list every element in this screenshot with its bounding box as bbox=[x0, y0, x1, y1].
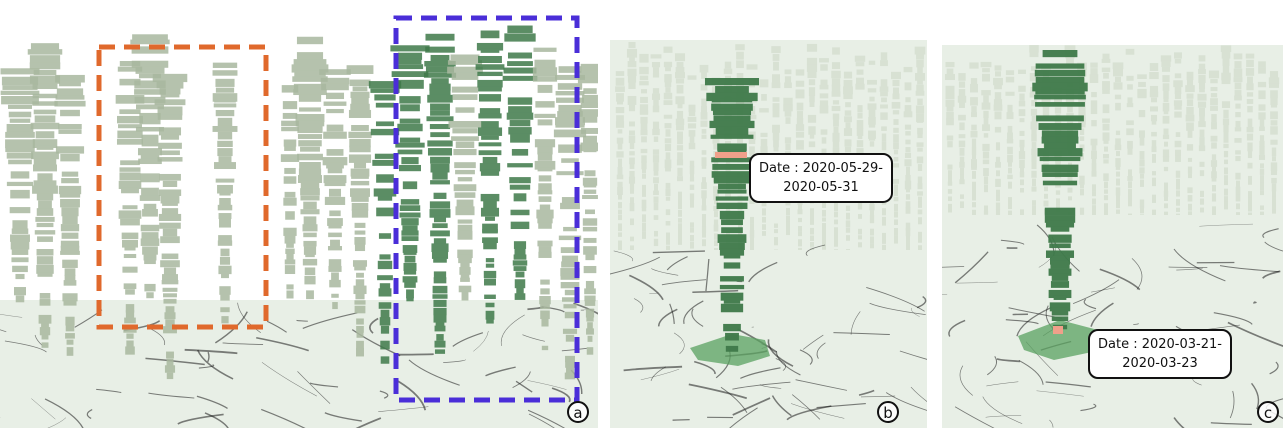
panel-b-scene[interactable] bbox=[610, 0, 927, 428]
background-column bbox=[969, 62, 979, 216]
bar-column bbox=[532, 47, 558, 351]
background-column bbox=[1268, 71, 1280, 240]
panel-label-c: c bbox=[1257, 401, 1279, 423]
bar-column bbox=[152, 73, 188, 380]
background-column bbox=[854, 55, 866, 248]
bar-column bbox=[291, 36, 329, 300]
tooltip-c-line1: Date : 2020-03-21- bbox=[1098, 337, 1222, 352]
background-column bbox=[890, 71, 902, 244]
bar-column bbox=[27, 43, 63, 348]
background-column bbox=[1160, 55, 1172, 217]
bar-column bbox=[390, 45, 430, 302]
bar-column bbox=[577, 63, 598, 355]
panel-a-overview: a bbox=[0, 0, 598, 428]
background-column bbox=[1112, 62, 1124, 214]
background-column bbox=[914, 46, 926, 263]
panel-label-b: b bbox=[877, 401, 899, 423]
bar-column bbox=[54, 74, 86, 356]
selected-time-band-b bbox=[715, 152, 747, 158]
background-column bbox=[674, 53, 686, 245]
panel-c-detail: Date : 2020-03-21- 2020-03-23 c bbox=[942, 0, 1283, 428]
background-column bbox=[1208, 70, 1220, 217]
map-ground bbox=[610, 250, 927, 428]
background-column bbox=[663, 46, 673, 267]
bar-column bbox=[115, 60, 145, 355]
background-column bbox=[957, 73, 967, 226]
bar-column bbox=[423, 33, 457, 354]
bar-column bbox=[447, 54, 483, 301]
background-column bbox=[1089, 62, 1099, 217]
selected-column-c bbox=[1032, 50, 1088, 330]
selected-time-band-c bbox=[1053, 326, 1063, 334]
panel-a-scene[interactable] bbox=[0, 0, 598, 428]
background-column bbox=[1005, 70, 1015, 224]
selected-column-b bbox=[704, 78, 760, 352]
background-column bbox=[1220, 45, 1232, 210]
background-columns-haze bbox=[942, 45, 1283, 235]
tooltip-b-line1: Date : 2020-05-29- bbox=[759, 161, 883, 176]
bar-column bbox=[130, 34, 170, 299]
background-column bbox=[639, 53, 649, 239]
bar-column bbox=[319, 69, 351, 310]
map-ground bbox=[942, 215, 1283, 428]
background-column bbox=[1149, 63, 1159, 216]
bar-column bbox=[553, 66, 587, 380]
bar-column bbox=[502, 25, 538, 300]
panel-b-detail: Date : 2020-05-29- 2020-05-31 b bbox=[610, 0, 927, 428]
time-slice-tooltip-b: Date : 2020-05-29- 2020-05-31 bbox=[749, 153, 893, 203]
selected-region-c bbox=[1018, 320, 1098, 360]
time-slice-tooltip-c: Date : 2020-03-21- 2020-03-23 bbox=[1088, 329, 1232, 379]
selection-box-orange bbox=[96, 44, 269, 330]
background-column bbox=[615, 71, 625, 264]
background-column bbox=[687, 75, 697, 249]
tooltip-b-line2: 2020-05-31 bbox=[783, 180, 859, 195]
background-column bbox=[993, 65, 1003, 220]
background-column bbox=[1257, 61, 1267, 217]
bar-column bbox=[280, 85, 300, 299]
map-ground bbox=[0, 300, 598, 428]
bar-column bbox=[212, 62, 238, 324]
panel-c-scene[interactable] bbox=[942, 0, 1283, 428]
background-column bbox=[650, 54, 662, 272]
background-column bbox=[1197, 55, 1207, 213]
bar-column bbox=[346, 65, 374, 357]
selection-box-purple bbox=[393, 15, 580, 403]
tooltip-c-line2: 2020-03-23 bbox=[1122, 356, 1198, 371]
background-column bbox=[1233, 53, 1243, 235]
background-column bbox=[699, 64, 709, 247]
bar-column bbox=[0, 68, 40, 303]
background-column bbox=[944, 61, 956, 213]
panel-label-a: a bbox=[567, 401, 589, 423]
bar-column bbox=[368, 81, 402, 364]
bar-column bbox=[475, 30, 505, 324]
